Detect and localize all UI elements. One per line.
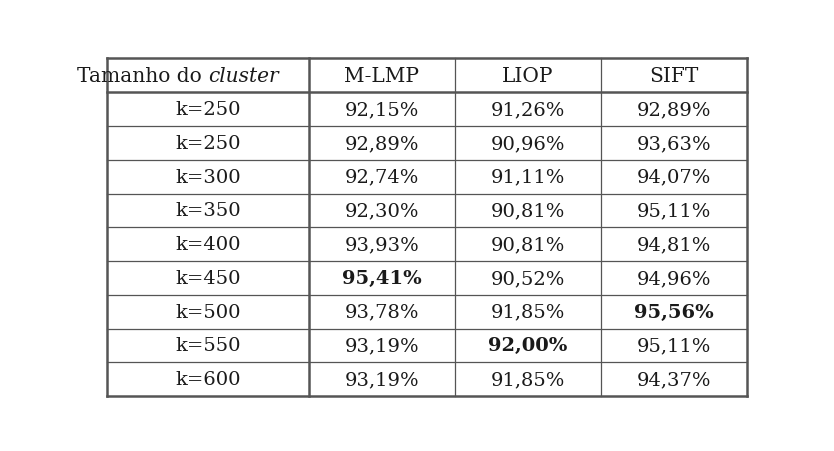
Text: k=250: k=250: [175, 101, 241, 119]
Text: 91,85%: 91,85%: [490, 370, 565, 388]
Text: 93,19%: 93,19%: [344, 370, 420, 388]
Text: 92,15%: 92,15%: [344, 101, 420, 119]
Text: SIFT: SIFT: [650, 67, 699, 86]
Text: 93,93%: 93,93%: [344, 235, 420, 253]
Text: k=550: k=550: [175, 337, 241, 354]
Text: 95,11%: 95,11%: [637, 337, 711, 354]
Text: 91,26%: 91,26%: [490, 101, 565, 119]
Text: 90,81%: 90,81%: [490, 235, 565, 253]
Text: 91,85%: 91,85%: [490, 303, 565, 321]
Text: k=350: k=350: [175, 202, 241, 220]
Text: 92,89%: 92,89%: [637, 101, 711, 119]
Text: 91,11%: 91,11%: [490, 168, 565, 186]
Text: 94,07%: 94,07%: [637, 168, 711, 186]
Text: cluster: cluster: [208, 67, 279, 86]
Text: 92,00%: 92,00%: [488, 337, 568, 354]
Text: 90,81%: 90,81%: [490, 202, 565, 220]
Text: k=450: k=450: [175, 269, 241, 287]
Text: 92,89%: 92,89%: [344, 134, 420, 152]
Text: 95,11%: 95,11%: [637, 202, 711, 220]
Text: 95,41%: 95,41%: [342, 269, 422, 287]
Text: 94,37%: 94,37%: [637, 370, 711, 388]
Text: 95,56%: 95,56%: [634, 303, 714, 321]
Text: 93,63%: 93,63%: [637, 134, 711, 152]
Text: Tamanho do: Tamanho do: [77, 67, 208, 86]
Text: k=250: k=250: [175, 134, 241, 152]
Text: k=600: k=600: [175, 370, 241, 388]
Text: 94,81%: 94,81%: [637, 235, 711, 253]
Text: 90,52%: 90,52%: [490, 269, 565, 287]
Text: k=500: k=500: [175, 303, 241, 321]
Text: k=400: k=400: [175, 235, 241, 253]
Text: k=300: k=300: [175, 168, 241, 186]
Text: LIOP: LIOP: [502, 67, 554, 86]
Text: M-LMP: M-LMP: [344, 67, 420, 86]
Text: 93,78%: 93,78%: [344, 303, 420, 321]
Text: 92,30%: 92,30%: [344, 202, 420, 220]
Text: 92,74%: 92,74%: [344, 168, 420, 186]
Text: 93,19%: 93,19%: [344, 337, 420, 354]
Text: 94,96%: 94,96%: [637, 269, 711, 287]
Text: 90,96%: 90,96%: [490, 134, 565, 152]
